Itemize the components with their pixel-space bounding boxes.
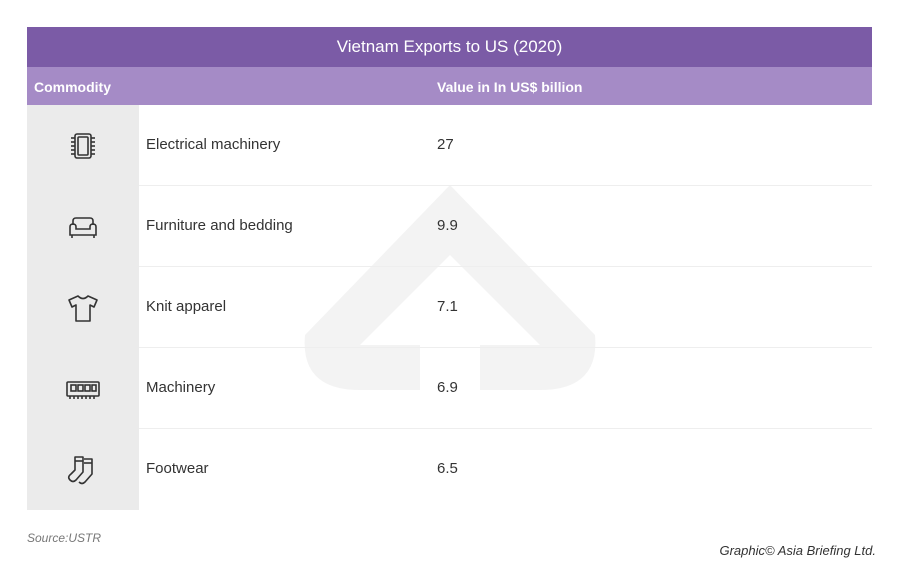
source-note: Source:USTR xyxy=(27,531,102,545)
icon-cell xyxy=(27,429,139,510)
chip-icon xyxy=(71,132,95,159)
commodity-value: 7.1 xyxy=(437,298,458,315)
table-row: Electrical machinery 27 xyxy=(27,105,872,186)
table-header-row: Commodity Value in In US$ billion xyxy=(27,67,872,105)
commodity-name: Footwear xyxy=(146,460,209,477)
table-row: Machinery 6.9 xyxy=(27,348,872,429)
table-title: Vietnam Exports to US (2020) xyxy=(27,27,872,67)
sofa-icon xyxy=(69,216,97,238)
table-row: Furniture and bedding 9.9 xyxy=(27,186,872,267)
commodity-name: Electrical machinery xyxy=(146,136,281,153)
header-commodity: Commodity xyxy=(34,79,111,95)
icon-cell xyxy=(27,267,139,348)
header-value: Value in In US$ billion xyxy=(437,79,583,95)
table-row: Footwear 6.5 xyxy=(27,429,872,510)
commodity-value: 6.5 xyxy=(437,460,458,477)
commodity-name: Furniture and bedding xyxy=(146,217,293,234)
icon-cell xyxy=(27,105,139,186)
ram-module-icon xyxy=(66,380,100,399)
tshirt-icon xyxy=(68,294,98,322)
commodity-value: 9.9 xyxy=(437,217,458,234)
commodity-name: Machinery xyxy=(146,379,216,396)
icon-cell xyxy=(27,348,139,429)
commodity-value: 6.9 xyxy=(437,379,458,396)
exports-table: Vietnam Exports to US (2020) Commodity V… xyxy=(27,27,872,510)
commodity-name: Knit apparel xyxy=(146,298,227,315)
icon-cell xyxy=(27,186,139,267)
table-row: Knit apparel 7.1 xyxy=(27,267,872,348)
commodity-value: 27 xyxy=(437,136,454,153)
graphic-credit: Graphic© Asia Briefing Ltd. xyxy=(719,543,876,558)
socks-icon xyxy=(67,455,93,484)
